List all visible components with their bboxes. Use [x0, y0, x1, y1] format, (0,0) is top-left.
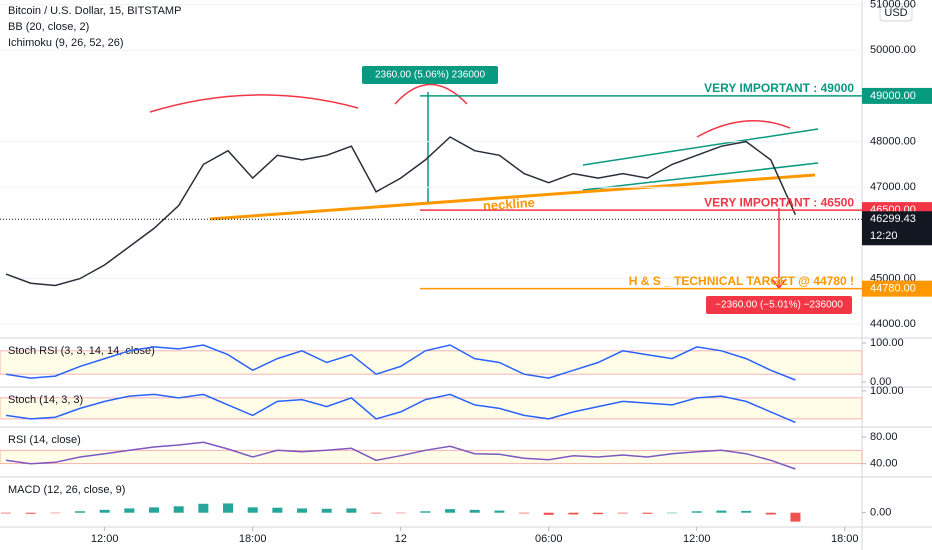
shoulder-arc	[149, 94, 359, 113]
panel-title: RSI (14, close)	[8, 434, 81, 446]
symbol-title: Bitcoin / U.S. Dollar, 15, BITSTAMP	[8, 5, 181, 17]
y-tick-label: 40.00	[870, 458, 898, 470]
histogram-bar	[272, 507, 283, 513]
countdown-label: 12:20	[870, 230, 898, 242]
price-label: 49000.00	[870, 90, 916, 102]
y-tick-label: 0.00	[870, 507, 891, 519]
histogram-bar	[790, 512, 801, 522]
histogram-bar	[642, 512, 653, 514]
shoulder-arc	[696, 120, 791, 138]
price-label: 44780.00	[870, 283, 916, 295]
histogram-bar	[568, 512, 579, 515]
level-label: H & S _ TECHNICAL TARGET @ 44780 !	[629, 274, 854, 288]
histogram-bar	[445, 509, 456, 513]
histogram-bar	[149, 507, 160, 513]
level-label: VERY IMPORTANT : 46500	[704, 195, 854, 209]
panel-title: MACD (12, 26, close, 9)	[8, 484, 125, 496]
series-line	[5, 441, 796, 470]
histogram-bar	[543, 512, 554, 515]
histogram-bar	[297, 508, 308, 513]
histogram-bar	[469, 509, 480, 513]
histogram-bar	[247, 507, 258, 513]
histogram-bar	[124, 508, 135, 513]
series-line	[5, 393, 796, 424]
x-tick-label: 12	[395, 533, 407, 545]
indicator-legend: BB (20, close, 2)	[8, 21, 89, 33]
panel-title: Stoch (14, 3, 3)	[8, 394, 83, 406]
histogram-bar	[198, 503, 209, 513]
histogram-bar	[223, 503, 234, 513]
neckline	[209, 173, 816, 221]
level-label: VERY IMPORTANT : 49000	[704, 81, 854, 95]
histogram-bar	[173, 506, 184, 513]
indicator-legend: Ichimoku (9, 26, 52, 26)	[8, 37, 124, 49]
histogram-bar	[593, 512, 604, 515]
band	[0, 350, 863, 375]
y-tick-label: 50000.00	[870, 44, 916, 56]
x-tick-label: 12:00	[91, 533, 119, 545]
y-tick-label: 48000.00	[870, 136, 916, 148]
band	[0, 397, 863, 420]
histogram-bar	[667, 512, 678, 514]
channel-line	[582, 162, 819, 191]
measure-label: −2360.00 (−5.01%) −236000	[715, 300, 843, 311]
band	[0, 449, 863, 465]
histogram-bar	[691, 511, 702, 513]
channel-line	[582, 128, 819, 166]
series-line	[5, 136, 797, 287]
x-tick-label: 18:00	[239, 533, 267, 545]
price-label-box	[862, 280, 932, 297]
histogram-bar	[741, 510, 752, 513]
histogram-bar	[75, 511, 86, 513]
y-tick-label: 0.00	[870, 376, 891, 388]
last-price-label: 46299.43	[870, 213, 916, 225]
head-arc	[394, 83, 468, 105]
histogram-bar	[371, 512, 382, 514]
currency-button[interactable]	[879, 3, 913, 22]
y-tick-label: 51000.00	[870, 0, 916, 10]
histogram-bar	[395, 512, 406, 514]
histogram-bar	[321, 508, 332, 513]
series-line	[5, 344, 796, 381]
currency-label[interactable]: USD	[884, 7, 907, 19]
histogram-bar	[617, 512, 628, 514]
histogram-bar	[519, 512, 530, 514]
histogram-bar	[1, 512, 11, 514]
measure-box	[706, 296, 852, 314]
y-tick-label: 44000.00	[870, 318, 916, 330]
histogram-bar	[346, 508, 357, 513]
x-tick-label: 12:00	[683, 533, 711, 545]
x-tick-label: 18:00	[831, 533, 859, 545]
y-tick-label: 100.00	[870, 337, 904, 349]
histogram-bar	[765, 512, 776, 515]
histogram-bar	[420, 511, 431, 513]
histogram-bar	[50, 512, 61, 514]
price-label-box	[862, 87, 932, 104]
y-tick-label: 47000.00	[870, 181, 916, 193]
y-tick-label: 100.00	[870, 385, 904, 397]
x-tick-label: 06:00	[535, 533, 563, 545]
histogram-bar	[25, 512, 36, 514]
measure-label: 2360.00 (5.06%) 236000	[375, 70, 486, 81]
last-price-box	[862, 211, 932, 246]
measure-box	[362, 66, 498, 84]
y-tick-label: 80.00	[870, 431, 898, 443]
neckline-label: neckline	[482, 195, 535, 214]
histogram-bar	[99, 509, 110, 513]
histogram-bar	[494, 510, 505, 513]
histogram-bar	[716, 510, 727, 513]
